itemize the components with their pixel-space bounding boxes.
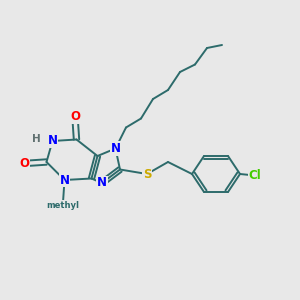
Text: N: N — [59, 173, 70, 187]
Text: O: O — [19, 157, 29, 170]
Text: Cl: Cl — [249, 169, 261, 182]
Text: O: O — [70, 110, 80, 124]
Text: N: N — [47, 134, 58, 148]
Text: H: H — [32, 134, 40, 144]
Text: N: N — [110, 142, 121, 155]
Text: N: N — [97, 176, 107, 190]
Text: methyl: methyl — [46, 201, 80, 210]
Text: S: S — [143, 167, 151, 181]
